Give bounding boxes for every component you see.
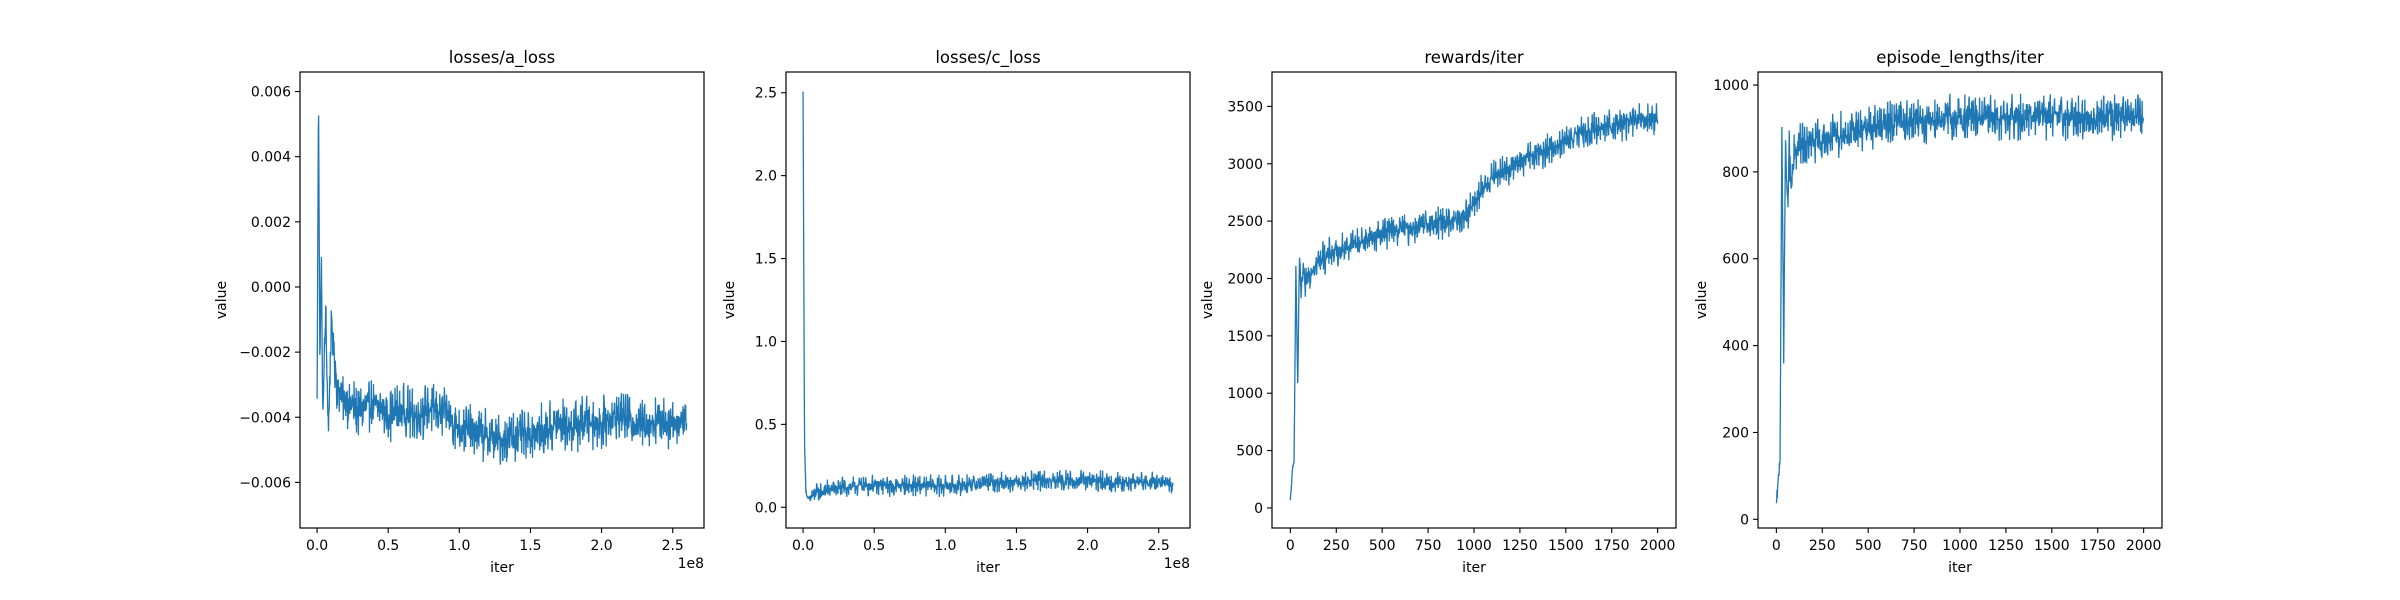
x-tick-label: 1000 (1942, 538, 1978, 554)
series-line-1 (802, 91, 1174, 502)
y-tick-label: 600 (1722, 252, 1749, 268)
x-tick-label: 1.5 (1005, 538, 1027, 554)
y-axis-label: value (1694, 281, 1710, 319)
x-tick-label: 750 (1415, 538, 1442, 554)
chart-title: losses/a_loss (449, 48, 555, 68)
x-tick-label: 2000 (1640, 538, 1676, 554)
x-tick-label: 1500 (1548, 538, 1584, 554)
y-axis-label: value (1200, 281, 1216, 319)
chart-title: episode_lengths/iter (1876, 48, 2044, 68)
y-tick-label: 3500 (1227, 99, 1263, 115)
x-tick-label: 1.0 (934, 538, 956, 554)
y-tick-label: 0 (1254, 501, 1263, 517)
y-tick-label: 0.006 (251, 85, 291, 101)
y-tick-label: 0.0 (755, 500, 777, 516)
x-tick-label: 250 (1809, 538, 1836, 554)
x-tick-label: 1750 (1594, 538, 1630, 554)
x-tick-label: 500 (1369, 538, 1396, 554)
y-tick-label: −0.006 (239, 475, 291, 491)
x-scale-label: 1e8 (1164, 556, 1190, 572)
series-line-1 (316, 115, 688, 465)
axes-frame (1271, 71, 1677, 529)
x-tick-label: 1.5 (519, 538, 541, 554)
x-tick-label: 1000 (1456, 538, 1492, 554)
y-axis-label: value (214, 281, 230, 319)
y-tick-label: 1500 (1227, 329, 1263, 345)
x-axis-label: iter (1948, 560, 1972, 576)
series-line-1 (1289, 103, 1659, 501)
x-tick-label: 0.0 (306, 538, 328, 554)
x-tick-label: 500 (1855, 538, 1882, 554)
x-tick-label: 2.0 (590, 538, 612, 554)
y-tick-label: 0.004 (251, 150, 291, 166)
y-tick-label: 0.000 (251, 280, 291, 296)
y-tick-label: 1000 (1227, 386, 1263, 402)
y-tick-label: 1.5 (755, 252, 777, 268)
y-axis-label: value (722, 281, 738, 319)
y-tick-label: 2.0 (755, 169, 777, 185)
axes-frame (299, 71, 705, 529)
y-tick-label: 0 (1740, 512, 1749, 528)
x-tick-label: 2.5 (1148, 538, 1170, 554)
subplot-4: 0 250 500 750 1000 1250 1500 1750 2000 0 200 400 600… (1694, 48, 2163, 576)
x-scale-label: 1e8 (678, 556, 704, 572)
x-tick-label: 2000 (2126, 538, 2162, 554)
y-tick-label: 1000 (1713, 78, 1749, 94)
y-tick-label: 400 (1722, 339, 1749, 355)
x-tick-label: 1250 (1988, 538, 2024, 554)
x-tick-label: 750 (1901, 538, 1928, 554)
y-tick-label: 800 (1722, 165, 1749, 181)
x-tick-label: 1500 (2034, 538, 2070, 554)
x-tick-label: 2.0 (1076, 538, 1098, 554)
chart-title: losses/c_loss (935, 48, 1040, 68)
chart-title: rewards/iter (1424, 48, 1524, 67)
subplot-3: 0 250 500 750 1000 1250 1500 1750 2000 0 500 1000 15… (1200, 48, 1677, 576)
x-tick-label: 1250 (1502, 538, 1538, 554)
y-tick-label: 500 (1236, 444, 1263, 460)
axes-frame (785, 71, 1191, 529)
y-tick-label: 2000 (1227, 271, 1263, 287)
y-tick-label: 2500 (1227, 214, 1263, 230)
x-tick-label: 0 (1286, 538, 1295, 554)
x-tick-label: 0.0 (792, 538, 814, 554)
y-tick-label: 3000 (1227, 157, 1263, 173)
x-tick-label: 0.5 (863, 538, 885, 554)
y-tick-label: −0.002 (239, 345, 291, 361)
y-tick-label: 200 (1722, 425, 1749, 441)
x-tick-label: 1.0 (448, 538, 470, 554)
x-tick-label: 1750 (2080, 538, 2116, 554)
x-axis-label: iter (976, 560, 1000, 576)
series-line-1 (1775, 93, 2145, 504)
x-tick-label: 2.5 (662, 538, 684, 554)
y-tick-label: 0.002 (251, 215, 291, 231)
x-tick-label: 0.5 (377, 538, 399, 554)
subplot-1: 0.0 0.5 1.0 1.5 2.0 2.5 −0.006 −0.004 −0.002 0.00… (214, 48, 705, 576)
x-tick-label: 0 (1772, 538, 1781, 554)
y-tick-label: 2.5 (755, 86, 777, 102)
y-tick-label: 0.5 (755, 417, 777, 433)
y-tick-label: −0.004 (239, 410, 291, 426)
x-axis-label: iter (490, 560, 514, 576)
subplot-2: 0.0 0.5 1.0 1.5 2.0 2.5 0.0 0.5 1.0 1.5 2.0 2.5 loss… (722, 48, 1191, 576)
y-tick-label: 1.0 (755, 334, 777, 350)
x-tick-label: 250 (1323, 538, 1350, 554)
x-axis-label: iter (1462, 560, 1486, 576)
